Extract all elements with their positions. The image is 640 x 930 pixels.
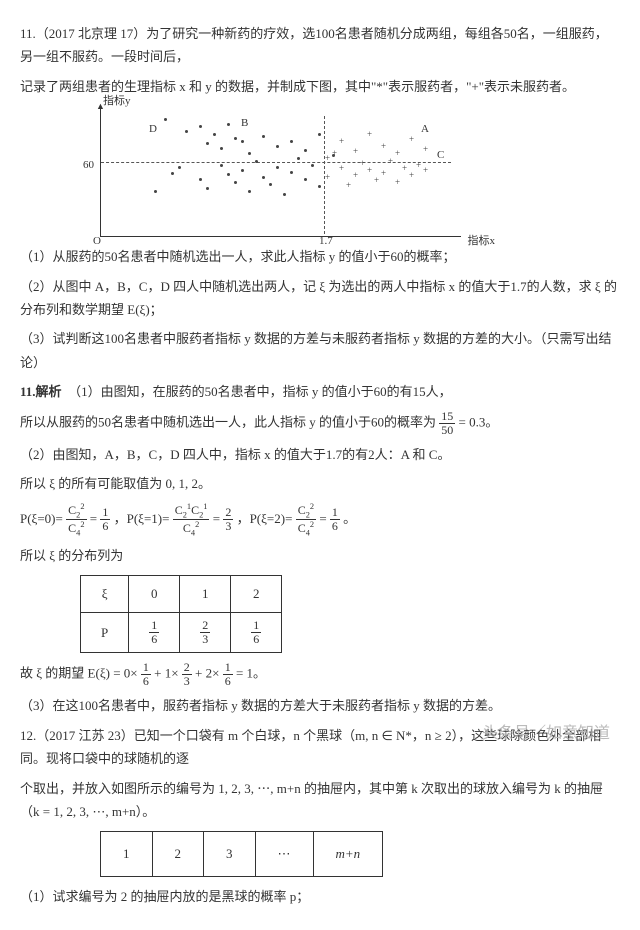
point-A-label: A <box>421 120 429 140</box>
table-row: 1 2 3 ⋯ m+n <box>101 832 383 876</box>
point-B-label: B <box>241 114 248 134</box>
frac-1-6-b: 16 <box>330 506 340 533</box>
watermark-text: 头条号／如意知道 <box>482 720 610 749</box>
l8a: 故 ξ 的期望 E(ξ) = 0× <box>20 666 138 681</box>
l8d: = 1。 <box>236 666 266 681</box>
cell-mn: m+n <box>313 832 383 876</box>
cell-3: 3 <box>204 832 256 876</box>
p0c: = <box>90 511 97 526</box>
sol-line-6: 所以 ξ 的分布列为 <box>20 544 620 567</box>
frac-1-6-d: 16 <box>223 661 233 688</box>
y-axis-label: 指标y <box>103 92 131 112</box>
x-tick-17: 1.7 <box>319 232 333 252</box>
prob-end: 。 <box>343 511 356 526</box>
q11-header: 11.（2017 北京理 17）为了研究一种新药的疗效，选100名患者随机分成两… <box>20 22 620 69</box>
p0a: P(ξ=0)= <box>20 511 63 526</box>
td-p1: 23 <box>180 612 231 652</box>
cell-dots: ⋯ <box>255 832 313 876</box>
q12-sub1: （1）试求编号为 2 的抽屉内放的是黑球的概率 p； <box>20 885 620 908</box>
sol-line-2: 所以从服药的50名患者中随机选出一人，此人指标 y 的值小于60的概率为 155… <box>20 410 620 437</box>
prob-formulas: P(ξ=0)= C22C42 = 16 ，P(ξ=1)= C21C21C42 =… <box>20 502 620 538</box>
y-tick-60: 60 <box>83 156 94 176</box>
th-1: 1 <box>180 576 231 612</box>
th-2: 2 <box>231 576 282 612</box>
p2c: = <box>319 511 326 526</box>
td-p2: 16 <box>231 612 282 652</box>
table-row: P 16 23 16 <box>81 612 282 652</box>
th-xi: ξ <box>81 576 129 612</box>
frac-1-6-c: 16 <box>141 661 151 688</box>
td-p0: 16 <box>129 612 180 652</box>
cell-2: 2 <box>152 832 204 876</box>
scatter-chart: 指标y 60 O 1.7 指标x A B C D +++++++++++++++… <box>100 106 461 237</box>
origin-label: O <box>93 232 101 252</box>
p2a: ，P(ξ=2)= <box>237 511 293 526</box>
sol-l2a: 所以从服药的50名患者中随机选出一人，此人指标 y 的值小于60的概率为 <box>20 414 436 429</box>
frac-1-6-a: 16 <box>100 506 110 533</box>
point-D-label: D <box>149 120 157 140</box>
frac-c22-c42-b: C22C42 <box>296 502 316 538</box>
expectation-line: 故 ξ 的期望 E(ξ) = 0× 16 + 1× 23 + 2× 16 = 1… <box>20 661 620 688</box>
sol-l2b: = 0.3。 <box>459 414 499 429</box>
l8b: + 1× <box>154 666 178 681</box>
p1c: = <box>213 511 220 526</box>
distribution-table: ξ 0 1 2 P 16 23 16 <box>80 575 282 653</box>
td-P: P <box>81 612 129 652</box>
l8c: + 2× <box>195 666 219 681</box>
point-C-label: C <box>437 146 444 166</box>
q12-line2: 个取出，并放入如图所示的编号为 1, 2, 3, ⋯, m+n 的抽屉内，其中第… <box>20 777 620 824</box>
frac-15-50: 1550 <box>439 410 455 437</box>
sub-question-2: （2）从图中 A，B，C，D 四人中随机选出两人，记 ξ 为选出的两人中指标 x… <box>20 275 620 322</box>
dash-horizontal <box>101 162 451 163</box>
cell-1: 1 <box>101 832 153 876</box>
solution-head: 11.解析 （1）由图知，在服药的50名患者中，指标 y 的值小于60的有15人… <box>20 380 620 403</box>
frac-c21c21-c42: C21C21C42 <box>173 502 210 538</box>
frac-c22-c42: C22C42 <box>66 502 86 538</box>
drawer-table: 1 2 3 ⋯ m+n <box>100 831 383 876</box>
x-axis-label: 指标x <box>468 232 496 252</box>
sol-line-3: （2）由图知，A，B，C，D 四人中，指标 x 的值大于1.7的有2人：A 和 … <box>20 443 620 466</box>
sol-line-9: （3）在这100名患者中，服药者指标 y 数据的方差大于未服药者指标 y 数据的… <box>20 694 620 717</box>
sol-line-4: 所以 ξ 的所有可能取值为 0, 1, 2。 <box>20 472 620 495</box>
p1a: ，P(ξ=1)= <box>114 511 170 526</box>
dash-vertical <box>324 116 325 234</box>
table-row: ξ 0 1 2 <box>81 576 282 612</box>
sub-question-3: （3）试判断这100名患者中服药者指标 y 数据的方差与未服药者指标 y 数据的… <box>20 327 620 374</box>
frac-2-3-a: 23 <box>223 506 233 533</box>
th-0: 0 <box>129 576 180 612</box>
sol-1-text: （1）由图知，在服药的50名患者中，指标 y 的值小于60的有15人， <box>75 384 452 399</box>
frac-2-3-b: 23 <box>182 661 192 688</box>
